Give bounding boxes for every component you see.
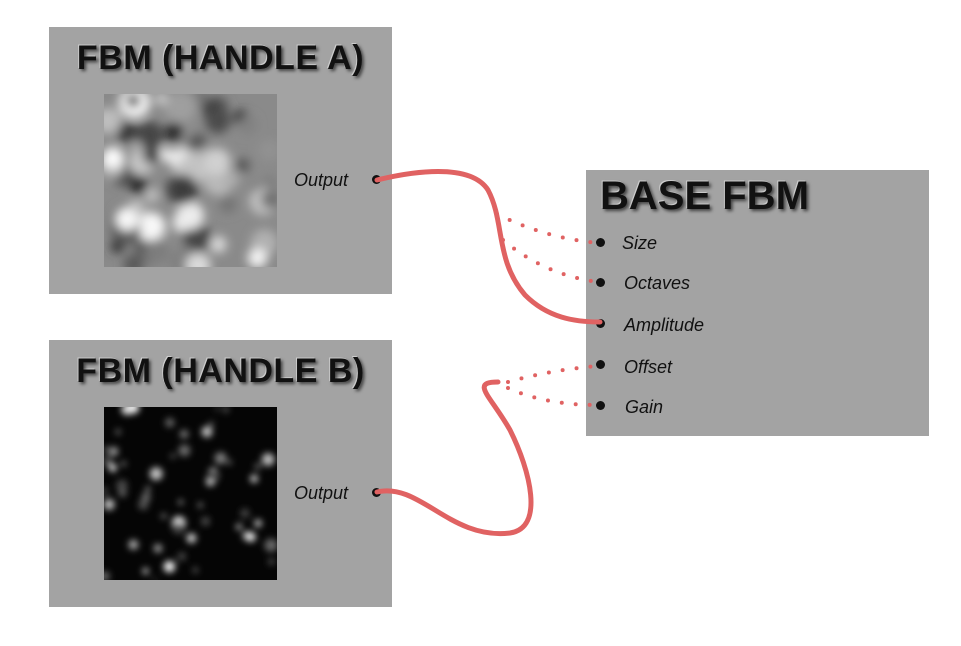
output-port[interactable] (372, 488, 381, 497)
input-port-label: Size (622, 233, 658, 253)
wire-handle-a-to-amplitude (374, 169, 603, 325)
wire-handle-a-to-size (495, 212, 600, 245)
noise-preview-image (104, 407, 277, 580)
wire-handle-a-to-octaves (501, 238, 600, 284)
node-title: FBM (HANDLE A) (76, 39, 365, 77)
input-port-amplitude[interactable] (596, 319, 605, 328)
wire-handle-b-to-gain (506, 386, 600, 407)
noise-preview-image (104, 94, 277, 267)
node-base-fbm[interactable]: BASE FBM Size Octaves Amplitude Offset G… (586, 170, 929, 436)
output-port-label: Output (294, 170, 349, 190)
input-port-label: Gain (625, 397, 664, 417)
input-port-octaves[interactable] (596, 278, 605, 287)
input-port-label: Amplitude (624, 315, 705, 335)
node-title: BASE FBM (600, 174, 809, 218)
output-port[interactable] (372, 175, 381, 184)
wire-handle-b-to-offset (506, 364, 600, 384)
input-port-label: Octaves (624, 273, 691, 293)
output-port-label: Output (294, 483, 349, 503)
node-fbm-handle-b[interactable]: FBM (HANDLE B) Output (49, 340, 392, 607)
input-port-size[interactable] (596, 238, 605, 247)
input-port-offset[interactable] (596, 360, 605, 369)
node-title: FBM (HANDLE B) (76, 352, 365, 390)
node-fbm-handle-a[interactable]: FBM (HANDLE A) Output (49, 27, 392, 294)
wire-handle-b-to-offset-gain (374, 379, 534, 537)
input-port-label: Offset (624, 357, 673, 377)
input-port-gain[interactable] (596, 401, 605, 410)
